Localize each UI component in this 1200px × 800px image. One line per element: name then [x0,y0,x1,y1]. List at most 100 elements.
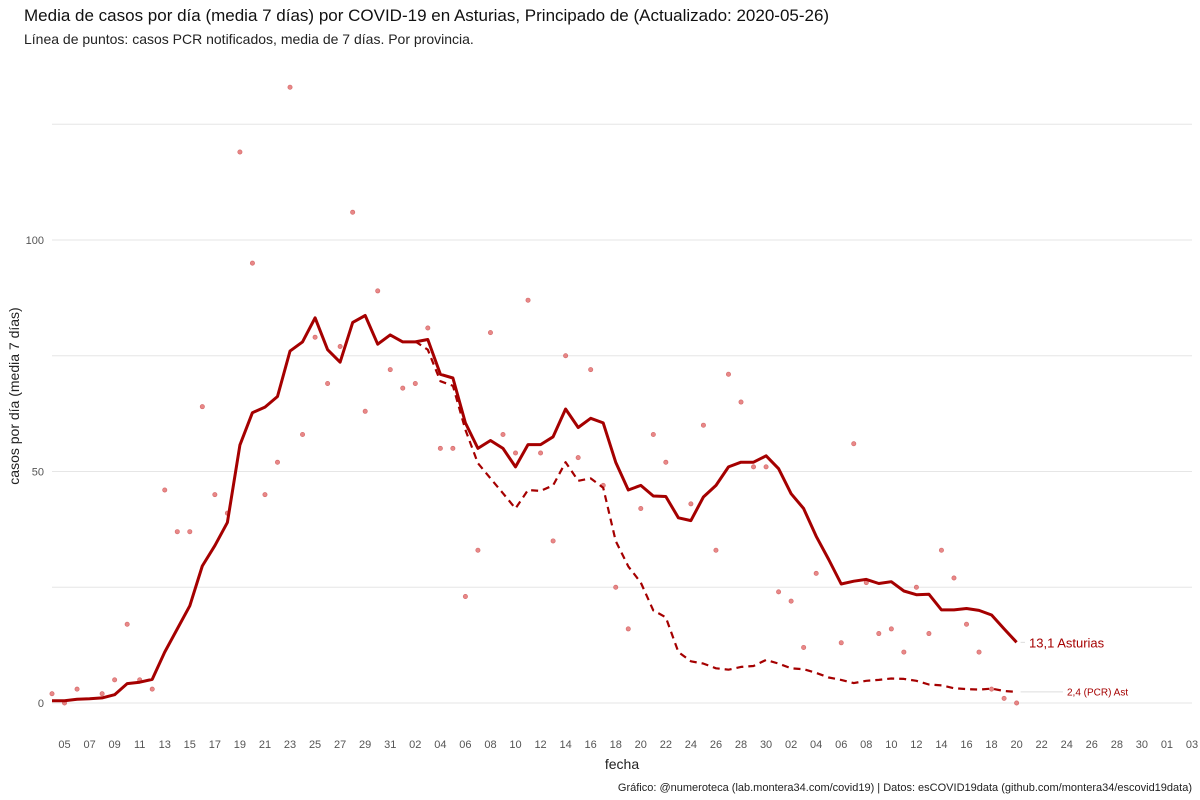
x-tick-label: 03 [1186,739,1198,751]
daily-case-point [776,589,782,595]
daily-case-point [112,677,118,683]
daily-case-point [913,584,919,590]
daily-case-point [938,547,944,553]
x-tick-label: 17 [209,739,221,751]
daily-case-point [387,367,393,373]
x-tick-label: 18 [610,739,622,751]
x-tick-label: 14 [560,739,572,751]
daily-case-point [650,431,656,437]
daily-points [49,84,1020,706]
x-tick-label: 22 [1036,739,1048,751]
daily-case-point [538,450,544,456]
daily-case-point [876,631,882,637]
x-tick-label: 06 [835,739,847,751]
daily-case-point [513,450,519,456]
daily-case-point [738,399,744,405]
y-axis-title: casos por día (media 7 días) [6,307,22,484]
daily-case-point [838,640,844,646]
daily-case-point [976,649,982,655]
daily-case-point [149,686,155,692]
x-tick-label: 31 [384,739,396,751]
x-tick-label: 05 [58,739,70,751]
daily-case-point [450,445,456,451]
daily-case-point [1001,695,1007,701]
daily-case-point [851,441,857,447]
daily-case-point [751,464,757,470]
daily-case-point [462,594,468,600]
daily-case-point [713,547,719,553]
daily-case-point [700,422,706,428]
pcr-end-label: 2,4 (PCR) Ast [1067,687,1128,698]
x-tick-label: 26 [1086,739,1098,751]
daily-case-point [613,584,619,590]
daily-case-point [287,84,293,90]
x-tick-label: 30 [760,739,772,751]
x-tick-label: 21 [259,739,271,751]
daily-case-point [813,570,819,576]
daily-case-point [1014,700,1020,706]
daily-case-point [274,459,280,465]
daily-case-point [500,431,506,437]
asturias-end-label: 13,1 Asturias [1029,635,1105,650]
daily-case-point [989,686,995,692]
x-tick-label: 24 [1061,739,1073,751]
series-lines [52,314,1018,703]
series-end-labels: 13,1 Asturias 2,4 (PCR) Ast [1020,635,1128,698]
daily-case-point [901,649,907,655]
daily-case-point [888,626,894,632]
y-tick-labels: 0 50 100 [26,235,44,710]
daily-case-point [550,538,556,544]
daily-case-point [425,325,431,331]
daily-case-point [487,330,493,336]
x-tick-label: 10 [885,739,897,751]
x-tick-label: 28 [735,739,747,751]
daily-case-point [412,381,418,387]
chart-subtitle: Línea de puntos: casos PCR notificados, … [24,31,474,47]
y-tick-label: 0 [38,698,44,710]
x-tick-label: 23 [284,739,296,751]
x-tick-label: 01 [1161,739,1173,751]
daily-case-point [588,367,594,373]
x-tick-label: 04 [434,739,446,751]
daily-case-point [688,501,694,507]
x-tick-label: 02 [785,739,797,751]
daily-case-point [964,621,970,627]
daily-case-point [124,621,130,627]
x-tick-label: 28 [1111,739,1123,751]
daily-case-point [99,691,105,697]
chart-caption: Gráfico: @numeroteca (lab.montera34.com/… [617,782,1192,794]
daily-case-point [801,644,807,650]
x-tick-label: 07 [83,739,95,751]
daily-case-point [525,297,531,303]
x-tick-label: 24 [685,739,697,751]
x-tick-label: 09 [109,739,121,751]
x-tick-label: 06 [459,739,471,751]
x-tick-label: 27 [334,739,346,751]
x-tick-label: 12 [910,739,922,751]
x-axis-title: fecha [605,756,639,772]
daily-case-point [212,492,218,498]
grid-lines [52,123,1192,704]
x-tick-label: 16 [960,739,972,751]
daily-case-point [325,381,331,387]
daily-case-point [763,464,769,470]
x-tick-label: 22 [660,739,672,751]
asturias-series-line [52,314,1018,703]
daily-case-point [199,404,205,410]
daily-case-point [300,431,306,437]
daily-case-point [350,209,356,215]
daily-case-point [312,334,318,340]
daily-case-point [162,487,168,493]
daily-case-point [725,371,731,377]
daily-case-point [362,408,368,414]
daily-case-point [638,506,644,512]
x-tick-label: 16 [585,739,597,751]
daily-case-point [437,445,443,451]
x-tick-label: 14 [935,739,947,751]
x-tick-label: 10 [509,739,521,751]
daily-case-point [375,288,381,294]
daily-case-point [249,260,255,266]
daily-case-point [337,343,343,349]
daily-case-point [563,353,569,359]
daily-case-point [926,631,932,637]
